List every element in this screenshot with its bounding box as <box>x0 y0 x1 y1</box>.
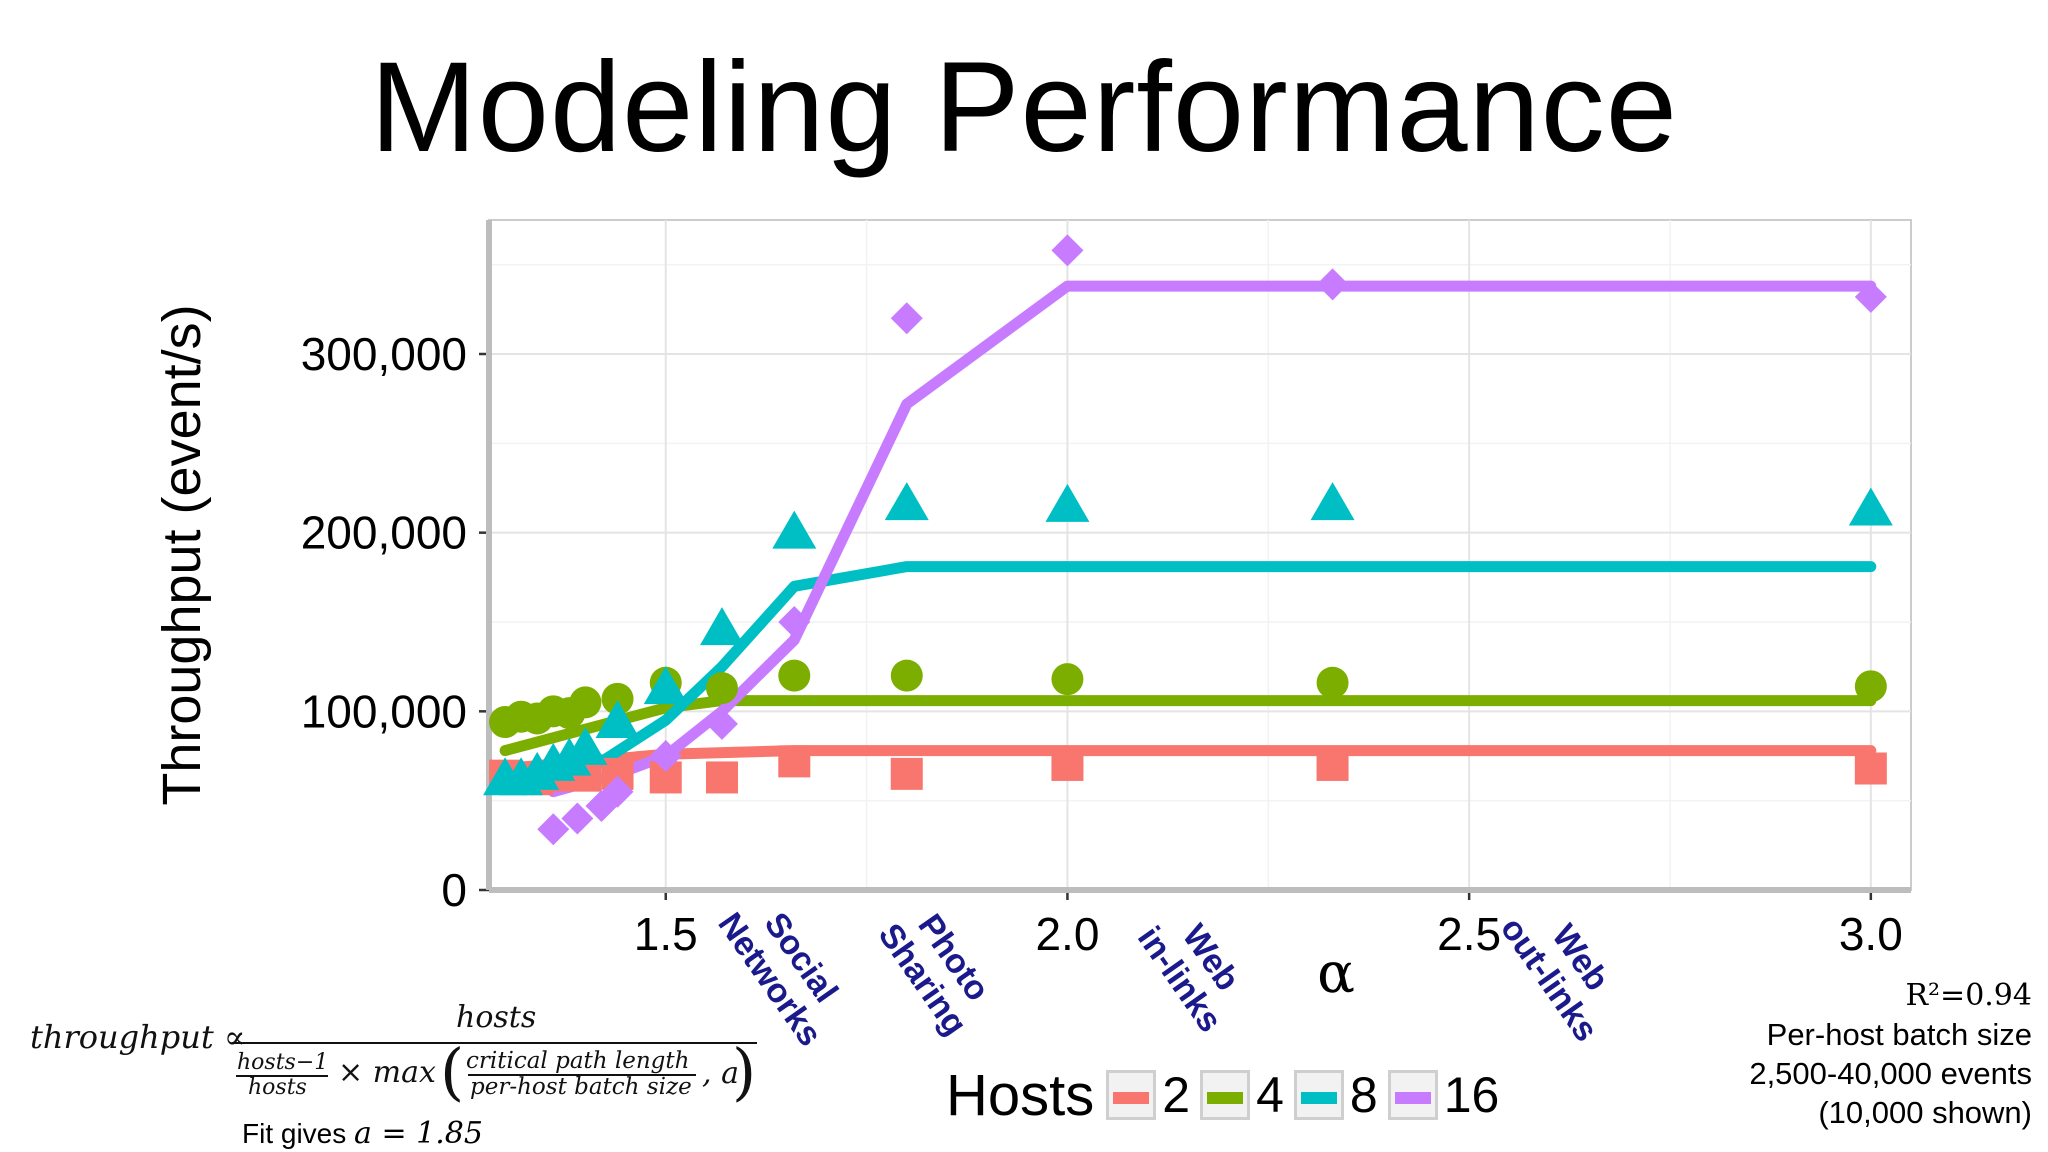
point-hosts-16 <box>601 775 634 808</box>
point-hosts-16 <box>1854 280 1887 313</box>
point-hosts-2 <box>778 745 811 778</box>
point-hosts-4 <box>778 659 811 692</box>
point-hosts-16 <box>561 802 594 835</box>
legend-entry-2: 2 <box>1106 1066 1196 1124</box>
point-hosts-16 <box>1316 268 1349 301</box>
formula-tail: , a <box>702 1056 739 1091</box>
point-hosts-8 <box>699 607 744 646</box>
x-axis-title: α <box>1317 941 1355 1006</box>
tick-labels: 1.5 2.0 2.5 3.0 0 100,000 200,000 300,000 <box>301 328 1903 960</box>
batch-size-shown: (10,000 shown) <box>1818 1095 2032 1130</box>
legend-label-4: 4 <box>1256 1067 1284 1123</box>
point-hosts-8 <box>772 510 817 549</box>
legend-label-16: 16 <box>1443 1067 1500 1123</box>
formula-numerator: hosts <box>456 1000 537 1035</box>
formula-main-fraction-bar <box>232 1042 757 1044</box>
point-hosts-4 <box>1051 663 1084 696</box>
point-hosts-4 <box>601 682 634 715</box>
batch-size-range: 2,500-40,000 events <box>1749 1056 2032 1091</box>
point-hosts-4 <box>1854 670 1887 703</box>
formula-lhs: throughput ∝ <box>30 1018 246 1056</box>
point-hosts-2 <box>1854 752 1887 785</box>
legend-key-4 <box>1200 1070 1251 1120</box>
legend-entry-16: 16 <box>1387 1066 1506 1124</box>
formula-critical-path-numerator: critical path length <box>466 1048 690 1074</box>
legend-title: Hosts <box>946 1062 1095 1128</box>
point-hosts-4 <box>705 672 738 705</box>
point-hosts-4 <box>1316 666 1349 699</box>
point-hosts-4 <box>569 686 602 719</box>
fit-result: Fit gives a = 1.85 <box>242 1116 483 1151</box>
batch-size-label: Per-host batch size <box>1766 1017 2032 1052</box>
point-hosts-16 <box>1051 234 1084 267</box>
point-hosts-2 <box>1316 748 1349 781</box>
point-hosts-16 <box>778 606 811 638</box>
slide-title: Modeling Performance <box>370 36 1678 179</box>
point-hosts-2 <box>890 757 923 790</box>
fit-line-hosts-4 <box>499 695 1877 757</box>
legend-key-16 <box>1387 1070 1438 1120</box>
x-tick-label: 1.5 <box>634 908 698 960</box>
legend-key-8 <box>1293 1070 1344 1120</box>
x-tick-label: 3.0 <box>1839 908 1903 960</box>
formula-right-paren: ) <box>732 1035 757 1108</box>
formula-left-paren: ( <box>440 1035 465 1108</box>
y-tick-label: 100,000 <box>301 685 467 737</box>
legend-swatch-4 <box>1207 1092 1244 1104</box>
formula-hosts-fraction-bar <box>236 1075 328 1077</box>
point-hosts-2 <box>1051 748 1084 781</box>
legend-swatch-8 <box>1300 1092 1337 1104</box>
formula-critical-path-fraction-bar <box>468 1074 696 1076</box>
legend-entry-4: 4 <box>1200 1066 1290 1124</box>
legend-key-2 <box>1106 1070 1157 1120</box>
point-hosts-16 <box>649 740 682 772</box>
plot-panel <box>488 219 1912 891</box>
r-squared: R²=0.94 <box>1905 978 2032 1013</box>
legend-swatch-16 <box>1394 1092 1431 1104</box>
point-hosts-8 <box>1310 482 1355 521</box>
legend-label-8: 8 <box>1349 1067 1378 1123</box>
x-tick-label: 2.5 <box>1437 908 1501 960</box>
y-axis-title: Throughput (event/s) <box>152 304 212 805</box>
legend: Hosts 2 4 8 16 <box>946 1060 1509 1130</box>
legend-entry-8: 8 <box>1293 1066 1384 1124</box>
y-tick-label: 300,000 <box>301 328 467 380</box>
x-tick-label: 2.0 <box>1035 908 1099 960</box>
formula-max-operator: × max <box>338 1055 436 1090</box>
point-hosts-16 <box>705 707 738 740</box>
legend-label-2: 2 <box>1162 1067 1191 1123</box>
formula-hosts-fraction-denominator: hosts <box>248 1075 307 1100</box>
point-hosts-8 <box>1848 487 1893 526</box>
point-hosts-16 <box>537 813 570 846</box>
axes <box>479 220 1911 900</box>
point-hosts-8 <box>884 482 929 521</box>
formula-critical-path-denominator: per-host batch size <box>470 1074 692 1100</box>
point-hosts-4 <box>890 659 923 692</box>
formula-hosts-fraction-numerator: hosts−1 <box>237 1050 329 1075</box>
fit-label: Fit gives <box>242 1118 347 1149</box>
point-hosts-8 <box>563 726 608 765</box>
fit-statistics: R²=0.94 Per-host batch size 2,500-40,000… <box>1749 976 2032 1132</box>
point-hosts-8 <box>595 700 640 739</box>
y-tick-label: 200,000 <box>301 507 467 559</box>
data-points <box>483 234 1893 846</box>
point-hosts-2 <box>705 761 738 794</box>
point-hosts-8 <box>643 666 688 705</box>
fit-value: a = 1.85 <box>354 1116 483 1151</box>
point-hosts-16 <box>890 302 923 335</box>
y-tick-label: 0 <box>441 864 467 916</box>
legend-swatch-2 <box>1113 1092 1150 1104</box>
point-hosts-8 <box>1045 483 1090 522</box>
